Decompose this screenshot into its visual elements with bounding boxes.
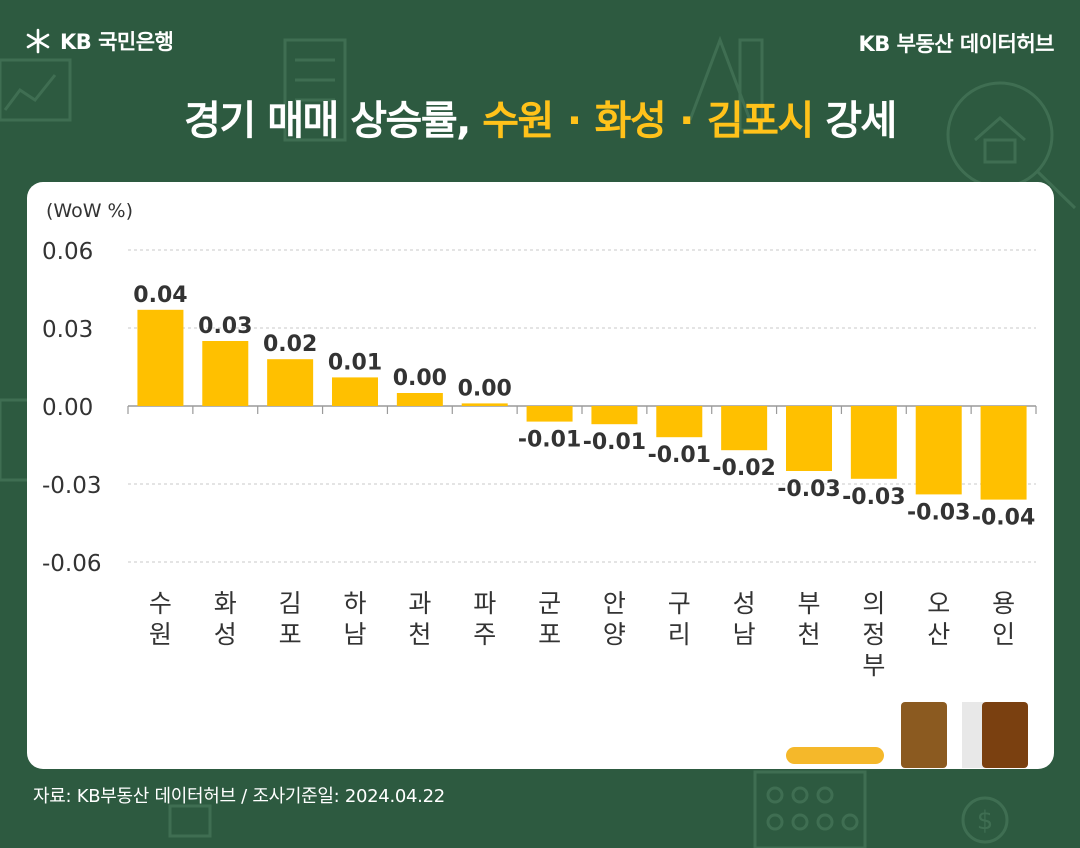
data-hub-name: KB 부동산 데이터허브 xyxy=(858,32,1055,56)
data-label: -0.02 xyxy=(712,456,775,481)
bar xyxy=(980,406,1027,500)
unit-label: (WoW %) xyxy=(46,200,134,222)
data-label: 0.00 xyxy=(393,366,447,391)
data-label: 0.02 xyxy=(263,332,317,357)
title-part-1: 경기 매매 상승률, xyxy=(184,98,483,144)
title-separator-2: · xyxy=(679,98,694,144)
bar xyxy=(267,359,314,406)
pencil-decoration xyxy=(786,747,884,764)
book-decoration xyxy=(901,702,947,768)
bar xyxy=(721,406,768,451)
data-label: -0.03 xyxy=(777,477,840,502)
data-label: -0.01 xyxy=(518,428,581,453)
data-label: 0.04 xyxy=(133,283,187,308)
source-note: 자료: KB부동산 데이터허브 / 조사기준일: 2024.04.22 xyxy=(33,786,445,807)
data-label: 0.03 xyxy=(198,314,252,339)
bar xyxy=(591,406,638,425)
title-highlight-gimpo: 김포시 xyxy=(706,98,814,144)
data-label: -0.04 xyxy=(972,506,1035,531)
bar xyxy=(656,406,703,438)
data-label: 0.01 xyxy=(328,350,382,375)
kb-bank-logo: KB 국민은행 xyxy=(24,26,174,56)
bar xyxy=(332,377,378,406)
bar xyxy=(461,403,508,406)
data-label: -0.01 xyxy=(648,443,711,468)
title-separator-1: · xyxy=(566,98,582,144)
bar xyxy=(396,393,443,406)
title-highlight-suwon: 수원 xyxy=(482,98,554,144)
y-tick-label: -0.03 xyxy=(42,473,102,499)
bar xyxy=(526,406,573,422)
bar xyxy=(137,309,184,406)
data-label: -0.03 xyxy=(907,500,970,525)
y-tick-label: 0.00 xyxy=(42,395,93,421)
title-part-2: 강세 xyxy=(812,98,897,144)
data-label: -0.03 xyxy=(842,485,905,510)
data-label: 0.00 xyxy=(458,376,512,401)
y-tick-label: 0.06 xyxy=(42,239,93,265)
bank-name: KB 국민은행 xyxy=(60,30,174,54)
bar xyxy=(786,406,832,471)
title-highlight-hwaseong: 화성 xyxy=(594,98,667,144)
data-label: -0.01 xyxy=(583,430,646,455)
bar xyxy=(915,406,962,495)
book-decoration xyxy=(962,702,984,768)
y-tick-label: -0.06 xyxy=(42,551,102,577)
kb-star-icon xyxy=(26,28,50,54)
y-tick-label: 0.03 xyxy=(42,317,93,343)
book-decoration xyxy=(982,702,1028,768)
page-title: 경기 매매 상승률, 수원 · 화성 · 김포시 강세 xyxy=(0,88,1080,146)
bar xyxy=(202,341,249,406)
bar xyxy=(850,406,897,479)
